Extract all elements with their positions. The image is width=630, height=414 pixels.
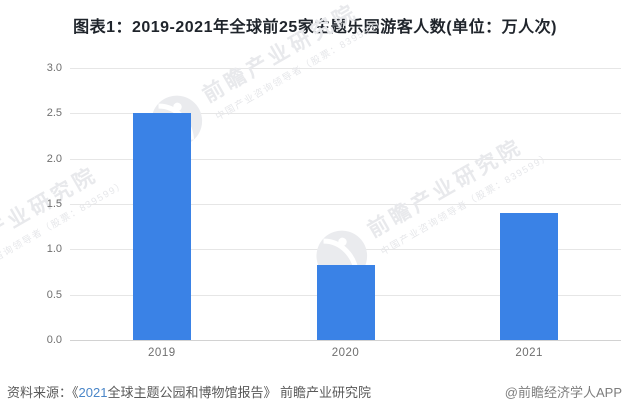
footer-credit: @前瞻经济学人APP: [504, 385, 622, 400]
x-tick-label: 2020: [331, 347, 360, 359]
y-tick-label: 2.5: [46, 107, 62, 120]
gridline: [70, 340, 621, 341]
bar-2019: [132, 113, 191, 340]
chart-title: 图表1：2019-2021年全球前25家主题乐园游客人数(单位：万人次): [73, 19, 557, 36]
bar-2021: [500, 213, 559, 340]
source-suffix: 全球主题公园和博物馆报告》 前瞻产业研究院: [107, 385, 372, 400]
y-tick-label: 0.0: [46, 334, 62, 346]
x-tick-label: 2021: [515, 347, 543, 359]
source-prefix: 资料来源：《: [7, 385, 79, 400]
y-tick-label: 2.0: [46, 152, 62, 165]
bar-2020: [316, 264, 375, 340]
watermark-text-small: 中国产业咨询领导者（股票：839599）: [0, 178, 129, 286]
gridline: [70, 158, 621, 160]
chart-footer: 资料来源：《2021全球主题公园和博物馆报告》 前瞻产业研究院 @前瞻经济学人A…: [0, 382, 630, 401]
gridline: [70, 204, 621, 205]
source-year: 2021: [78, 385, 108, 400]
gridline: [70, 68, 621, 69]
y-tick-label: 1.0: [46, 243, 62, 256]
y-tick-label: 0.5: [46, 288, 62, 301]
x-tick-label: 2019: [148, 347, 176, 359]
y-tick-label: 3.0: [46, 62, 62, 74]
source-note: 资料来源：《2021全球主题公园和博物馆报告》 前瞻产业研究院: [7, 382, 371, 401]
gridline: [70, 113, 621, 115]
y-tick-label: 1.5: [46, 198, 62, 210]
